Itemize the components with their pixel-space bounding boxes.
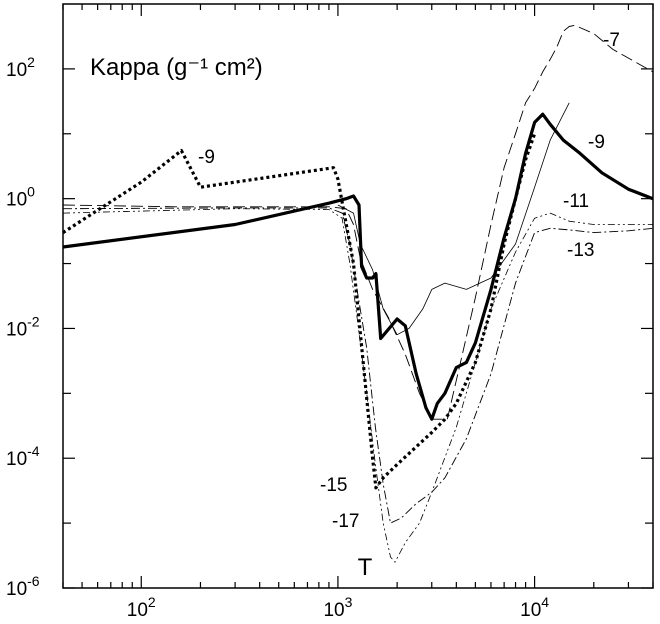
series-line-dash-dot (62, 207, 654, 524)
x-tick-label: 102 (127, 594, 156, 621)
y-tick-label: 10-2 (6, 313, 40, 340)
plot-frame (62, 3, 654, 589)
annotation-minus-9-thick: -9 (588, 132, 605, 153)
chart-title: Kappa (g⁻¹ cm²) (90, 54, 263, 81)
y-tick-label: 10-4 (6, 443, 40, 470)
annotation-minus-11: -11 (563, 191, 589, 212)
axis-ticks (62, 4, 654, 589)
series-line-thin-solid (337, 102, 570, 336)
x-axis-label: T (358, 554, 373, 581)
series-line-thick-solid (62, 112, 654, 421)
annotation-minus-13: -13 (567, 240, 594, 261)
series-line-thin-dash (62, 24, 654, 420)
y-tick-label: 10-6 (6, 573, 40, 600)
annotation-minus-17: -17 (332, 511, 359, 532)
x-tick-labels: 102 103 104 (127, 594, 549, 621)
annotation-minus-7: -7 (603, 30, 620, 51)
x-tick-label: 103 (323, 594, 352, 621)
y-tick-label: 100 (6, 184, 35, 211)
series-line-dotted (62, 133, 537, 490)
x-tick-label: 104 (520, 594, 549, 621)
series-layer (62, 24, 654, 563)
y-tick-labels: 102 100 10-2 10-4 10-6 (6, 54, 40, 600)
annotation-minus-15: -15 (320, 475, 347, 496)
annotation-minus-9-dotted: -9 (198, 147, 215, 168)
y-tick-label: 102 (6, 54, 35, 81)
series-line-dash-dot-dot (62, 208, 653, 563)
